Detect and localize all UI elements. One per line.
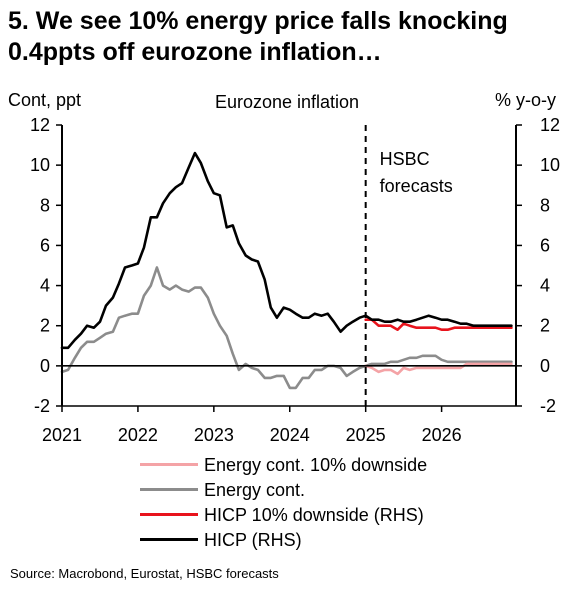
y-tick-label-right: 10 [540, 155, 560, 175]
y-tick-label-right: 4 [540, 276, 550, 296]
legend-swatch-energy [140, 488, 198, 491]
legend-label: Energy cont. [204, 479, 306, 500]
x-tick-label: 2022 [118, 425, 158, 445]
x-tick-label: 2025 [346, 425, 386, 445]
forecast-annotation-line2: forecasts [380, 176, 453, 196]
x-tick-label: 2026 [422, 425, 462, 445]
legend-item-energy-downside: Energy cont. 10% downside [140, 452, 427, 477]
x-tick-label: 2024 [270, 425, 310, 445]
legend-label: Energy cont. 10% downside [204, 454, 428, 475]
y-tick-label-left: 10 [30, 155, 50, 175]
y-tick-label-left: 6 [40, 235, 50, 255]
y-tick-label-left: 12 [30, 115, 50, 135]
legend-swatch-hicp [140, 538, 198, 541]
legend-label: HICP 10% downside (RHS) [204, 504, 424, 525]
y-tick-label-right: 8 [540, 195, 550, 215]
chart-title: Eurozone inflation [215, 92, 359, 112]
legend-swatch-hicp-downside [140, 513, 198, 516]
series-line-hicp-rhs [60, 151, 513, 350]
x-tick-label: 2021 [42, 425, 82, 445]
legend-swatch-energy-downside [140, 463, 198, 466]
source-note: Source: Macrobond, Eurostat, HSBC foreca… [10, 566, 279, 581]
y-tick-label-right: 2 [540, 316, 550, 336]
forecast-annotation-line1: HSBC [380, 149, 430, 169]
legend-item-hicp: HICP (RHS) [140, 527, 427, 552]
y-tick-label-left: 2 [40, 316, 50, 336]
y-tick-label-right: -2 [540, 396, 556, 416]
y-tick-label-left: 0 [40, 356, 50, 376]
y-axis-title-left: Cont, ppt [8, 90, 81, 110]
y-tick-label-right: 6 [540, 235, 550, 255]
y-tick-label-right: 12 [540, 115, 560, 135]
y-axis-title-right: % y-o-y [495, 90, 556, 110]
series-line-energy-cont [60, 266, 513, 390]
legend-item-hicp-downside: HICP 10% downside (RHS) [140, 502, 427, 527]
chart-title-heading: 5. We see 10% energy price falls knockin… [8, 7, 508, 66]
y-tick-label-left: -2 [34, 396, 50, 416]
x-tick-label: 2023 [194, 425, 234, 445]
y-tick-label-left: 8 [40, 195, 50, 215]
chart-area: -2 -2 0 0 2 2 4 4 6 6 8 8 10 10 12 12 2021 2022 2023 2024 20… [8, 90, 560, 445]
legend-label: HICP (RHS) [204, 529, 302, 550]
series-line-hicp-10-downside-rhs [364, 318, 513, 331]
y-tick-label-left: 4 [40, 276, 50, 296]
y-tick-label-right: 0 [540, 356, 550, 376]
legend: Energy cont. 10% downside Energy cont. H… [140, 452, 427, 552]
legend-item-energy: Energy cont. [140, 477, 427, 502]
series-line-energy-cont-10-downside [364, 362, 513, 376]
